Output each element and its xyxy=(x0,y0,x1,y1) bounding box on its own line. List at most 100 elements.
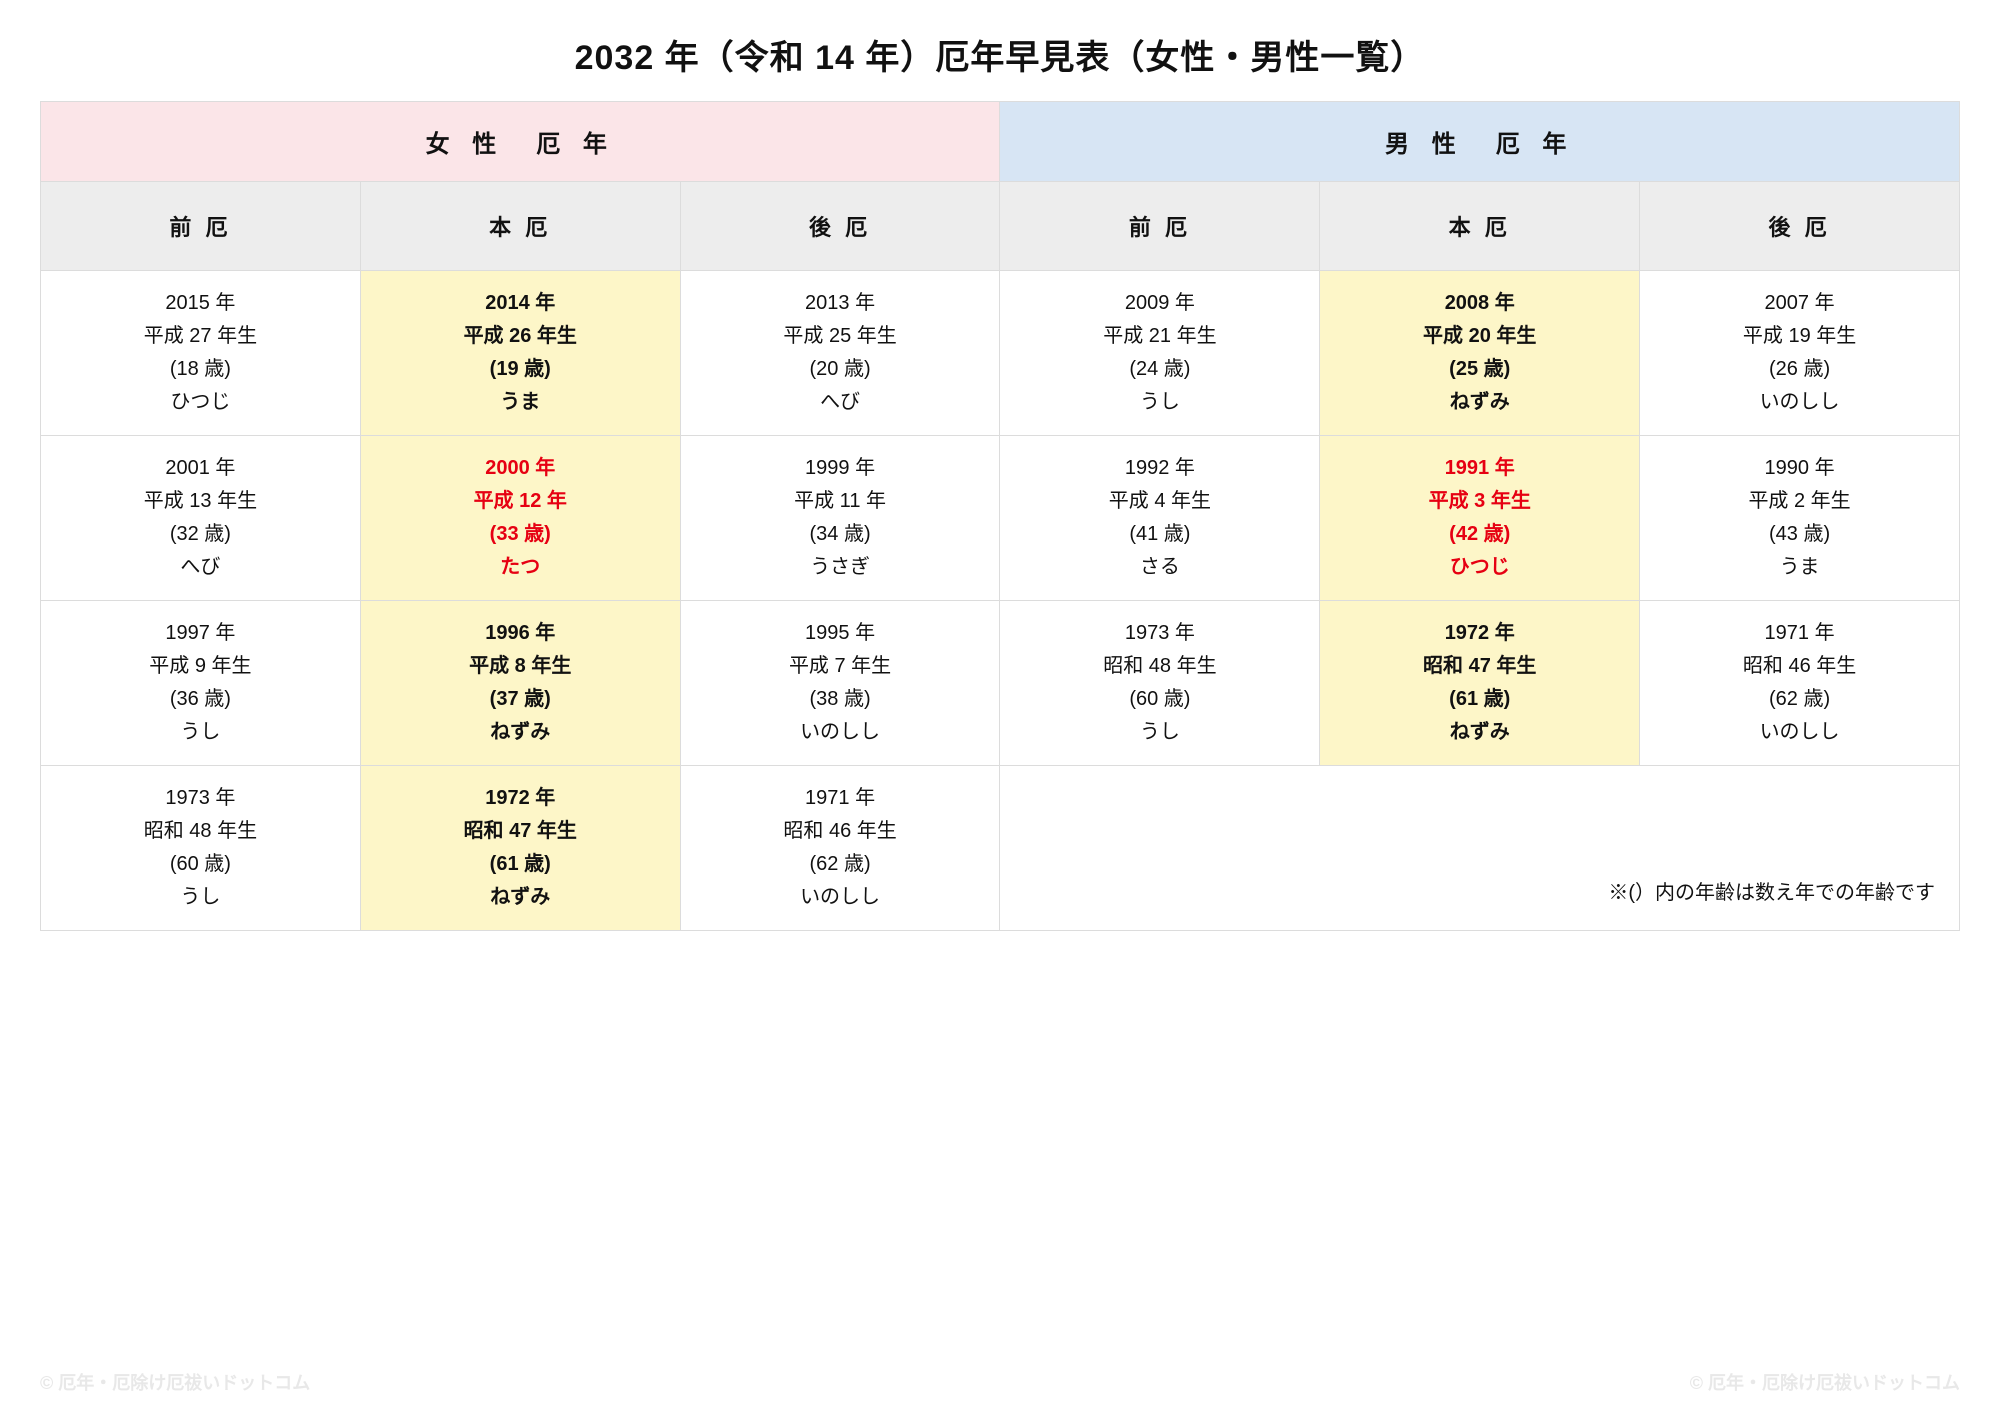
cell-age: (24 歳) xyxy=(1129,358,1190,380)
cell-age: (62 歳) xyxy=(1769,688,1830,710)
cell-era: 平成 3 年生 xyxy=(1429,490,1531,512)
cell-age: (34 歳) xyxy=(810,523,871,545)
cell-age: (62 歳) xyxy=(810,853,871,875)
table-cell: 1996 年平成 8 年生 (37 歳) ねずみ xyxy=(360,601,680,766)
table-cell: 1995 年平成 7 年生(38 歳)いのしし xyxy=(680,601,1000,766)
cell-zodiac: へび xyxy=(820,391,860,413)
cell-zodiac: うま xyxy=(500,391,540,413)
watermark-right: © 厄年・厄除け厄祓いドットコム xyxy=(1690,1369,1960,1395)
cell-era: 平成 7 年生 xyxy=(789,655,891,677)
cell-year: 1995 年 xyxy=(805,622,875,644)
header-male: 男 性 厄 年 xyxy=(1000,102,1960,182)
cell-year: 1992 年 xyxy=(1125,457,1195,479)
cell-era: 平成 4 年生 xyxy=(1109,490,1211,512)
cell-zodiac: ねずみ xyxy=(1450,721,1510,743)
cell-year: 1996 年 xyxy=(485,622,555,644)
cell-era: 平成 9 年生 xyxy=(149,655,251,677)
table-cell: 1999 年平成 11 年(34 歳)うさぎ xyxy=(680,436,1000,601)
table-cell: 1971 年昭和 46 年生(62 歳)いのしし xyxy=(680,766,1000,931)
cell-year: 1999 年 xyxy=(805,457,875,479)
cell-era: 平成 13 年生 xyxy=(144,490,257,512)
cell-zodiac: ねずみ xyxy=(1450,391,1510,413)
cell-era: 平成 2 年生 xyxy=(1748,490,1850,512)
sub-header-1: 本 厄 xyxy=(360,182,680,271)
cell-zodiac: へび xyxy=(180,556,220,578)
cell-age: (33 歳) xyxy=(490,523,551,545)
cell-age: (19 歳) xyxy=(490,358,551,380)
cell-age: (18 歳) xyxy=(170,358,231,380)
cell-zodiac: うし xyxy=(180,721,220,743)
cell-era: 昭和 48 年生 xyxy=(1103,655,1216,677)
page-title: 2032 年（令和 14 年）厄年早見表（女性・男性一覧） xyxy=(40,30,1960,79)
cell-age: (43 歳) xyxy=(1769,523,1830,545)
cell-zodiac: ねずみ xyxy=(490,721,550,743)
cell-age: (61 歳) xyxy=(490,853,551,875)
table-cell: 2009 年平成 21 年生(24 歳)うし xyxy=(1000,271,1320,436)
cell-year: 2007 年 xyxy=(1765,292,1835,314)
cell-zodiac: いのしし xyxy=(1760,721,1840,743)
sub-header-0: 前 厄 xyxy=(41,182,361,271)
cell-zodiac: うさぎ xyxy=(810,556,870,578)
cell-zodiac: いのしし xyxy=(800,721,880,743)
table-cell: 2014 年平成 26 年生 (19 歳) うま xyxy=(360,271,680,436)
cell-age: (25 歳) xyxy=(1449,358,1510,380)
table-cell: 2007 年平成 19 年生 (26 歳) いのしし xyxy=(1640,271,1960,436)
table-row: 2015 年平成 27 年生 (18 歳) ひつじ 2014 年平成 26 年生 (19… xyxy=(41,271,1960,436)
cell-year: 1973 年 xyxy=(1125,622,1195,644)
table-cell: 2001 年平成 13 年生 (32 歳) へび xyxy=(41,436,361,601)
watermark-left: © 厄年・厄除け厄祓いドットコム xyxy=(40,1369,310,1395)
table-cell: 2008 年平成 20 年生(25 歳)ねずみ xyxy=(1320,271,1640,436)
cell-age: (32 歳) xyxy=(170,523,231,545)
cell-era: 平成 19 年生 xyxy=(1743,325,1856,347)
cell-year: 1972 年 xyxy=(1445,622,1515,644)
cell-zodiac: たつ xyxy=(500,556,540,578)
cell-age: (60 歳) xyxy=(1129,688,1190,710)
table-cell: 1992 年平成 4 年生 (41 歳) さる xyxy=(1000,436,1320,601)
cell-zodiac: ひつじ xyxy=(170,391,230,413)
sub-header-5: 後 厄 xyxy=(1640,182,1960,271)
cell-era: 昭和 47 年生 xyxy=(464,820,577,842)
cell-zodiac: いのしし xyxy=(800,886,880,908)
cell-era: 昭和 48 年生 xyxy=(144,820,257,842)
footnote: ※(）内の年齢は数え年での年齢です xyxy=(1000,766,1960,931)
table-cell: 2015 年平成 27 年生 (18 歳) ひつじ xyxy=(41,271,361,436)
cell-year: 2008 年 xyxy=(1445,292,1515,314)
table-row: 1973 年昭和 48 年生(60 歳)うし1972 年昭和 47 年生(61 … xyxy=(41,766,1960,931)
cell-year: 2014 年 xyxy=(485,292,555,314)
cell-year: 2009 年 xyxy=(1125,292,1195,314)
cell-year: 1990 年 xyxy=(1765,457,1835,479)
cell-zodiac: ひつじ xyxy=(1450,556,1510,578)
cell-zodiac: うし xyxy=(1140,721,1180,743)
cell-age: (61 歳) xyxy=(1449,688,1510,710)
table-cell: 1973 年昭和 48 年生(60 歳)うし xyxy=(41,766,361,931)
table-cell: 1990 年平成 2 年生(43 歳)うま xyxy=(1640,436,1960,601)
header-female: 女 性 厄 年 xyxy=(41,102,1000,182)
cell-era: 平成 26 年生 xyxy=(464,325,577,347)
cell-era: 平成 25 年生 xyxy=(783,325,896,347)
table-row: 1997 年平成 9 年生(36 歳)うし1996 年平成 8 年生(37 歳)… xyxy=(41,601,1960,766)
cell-era: 平成 8 年生 xyxy=(469,655,571,677)
cell-age: (37 歳) xyxy=(490,688,551,710)
cell-zodiac: うし xyxy=(1140,391,1180,413)
cell-era: 昭和 47 年生 xyxy=(1423,655,1536,677)
table-cell: 2000 年平成 12 年(33 歳)たつ xyxy=(360,436,680,601)
cell-age: (20 歳) xyxy=(810,358,871,380)
cell-year: 2001 年 xyxy=(165,457,235,479)
table-cell: 2013 年平成 25 年生(20 歳)へび xyxy=(680,271,1000,436)
cell-era: 平成 27 年生 xyxy=(144,325,257,347)
cell-age: (42 歳) xyxy=(1449,523,1510,545)
cell-year: 2015 年 xyxy=(165,292,235,314)
cell-zodiac: さる xyxy=(1140,556,1180,578)
table-cell: 1991 年平成 3 年生(42 歳)ひつじ xyxy=(1320,436,1640,601)
cell-zodiac: いのしし xyxy=(1760,391,1840,413)
table-cell: 1972 年昭和 47 年生 (61 歳) ねずみ xyxy=(1320,601,1640,766)
cell-era: 平成 12 年 xyxy=(474,490,567,512)
cell-age: (41 歳) xyxy=(1129,523,1190,545)
table-cell: 1997 年平成 9 年生(36 歳)うし xyxy=(41,601,361,766)
table-cell: 1971 年昭和 46 年生(62 歳)いのしし xyxy=(1640,601,1960,766)
sub-header-4: 本 厄 xyxy=(1320,182,1640,271)
cell-year: 1971 年 xyxy=(805,787,875,809)
cell-age: (36 歳) xyxy=(170,688,231,710)
cell-era: 昭和 46 年生 xyxy=(1743,655,1856,677)
cell-age: (26 歳) xyxy=(1769,358,1830,380)
